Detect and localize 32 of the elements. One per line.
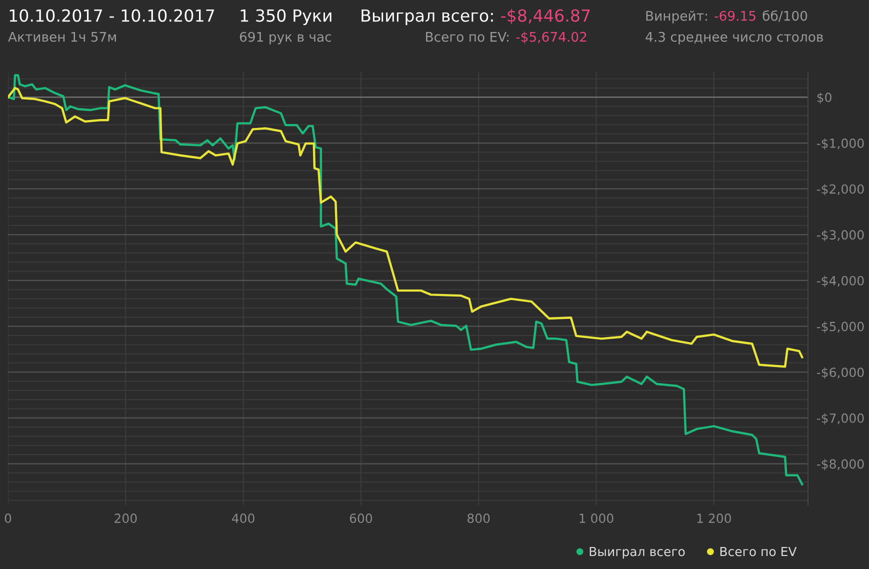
text: бб/100 (762, 10, 808, 22)
y-tick-label: -$3,000 (816, 230, 864, 242)
text: -69.15 (714, 10, 756, 21)
y-tick-label: -$7,000 (816, 413, 864, 425)
text: Винрейт: (646, 10, 707, 24)
x-tick-label: 200 (114, 514, 137, 524)
text: 4.3 среднее число столов (646, 32, 823, 44)
text: Всего по EV: (426, 32, 508, 42)
chart-subtitle: Активен 1ч 57м (8, 32, 116, 42)
y-tick-label: -$6,000 (816, 367, 864, 379)
x-tick-label: 800 (468, 514, 490, 524)
text: 691 рук в час (240, 32, 332, 44)
x-tick-label: 0 (4, 514, 12, 524)
text: -$8,446.87 (501, 8, 590, 24)
y-tick-label: $0 (817, 92, 832, 104)
y-tick-label: -$4,000 (816, 276, 864, 288)
y-tick-label: -$8,000 (816, 459, 864, 470)
x-tick-label: 1 200 (697, 514, 731, 524)
y-tick-label: -$1,000 (816, 138, 864, 150)
x-tick-label: 400 (232, 514, 254, 524)
text: -$5,674.02 (516, 32, 586, 44)
x-tick-label: 600 (350, 514, 372, 524)
line-series (8, 74, 804, 486)
y-tick-label: -$5,000 (816, 322, 864, 333)
x-tick-label: 1 000 (580, 514, 614, 524)
text: Выиграл всего: (362, 9, 493, 26)
legend-label: Выиграл всего (590, 546, 685, 559)
y-tick-label: -$2,000 (816, 184, 864, 196)
chart-title: 10.10.2017 - 10.10.2017 (10, 9, 214, 22)
line-series (8, 86, 804, 368)
text: 1 350 Руки (240, 9, 332, 26)
legend-label: Всего по EV (720, 546, 797, 556)
